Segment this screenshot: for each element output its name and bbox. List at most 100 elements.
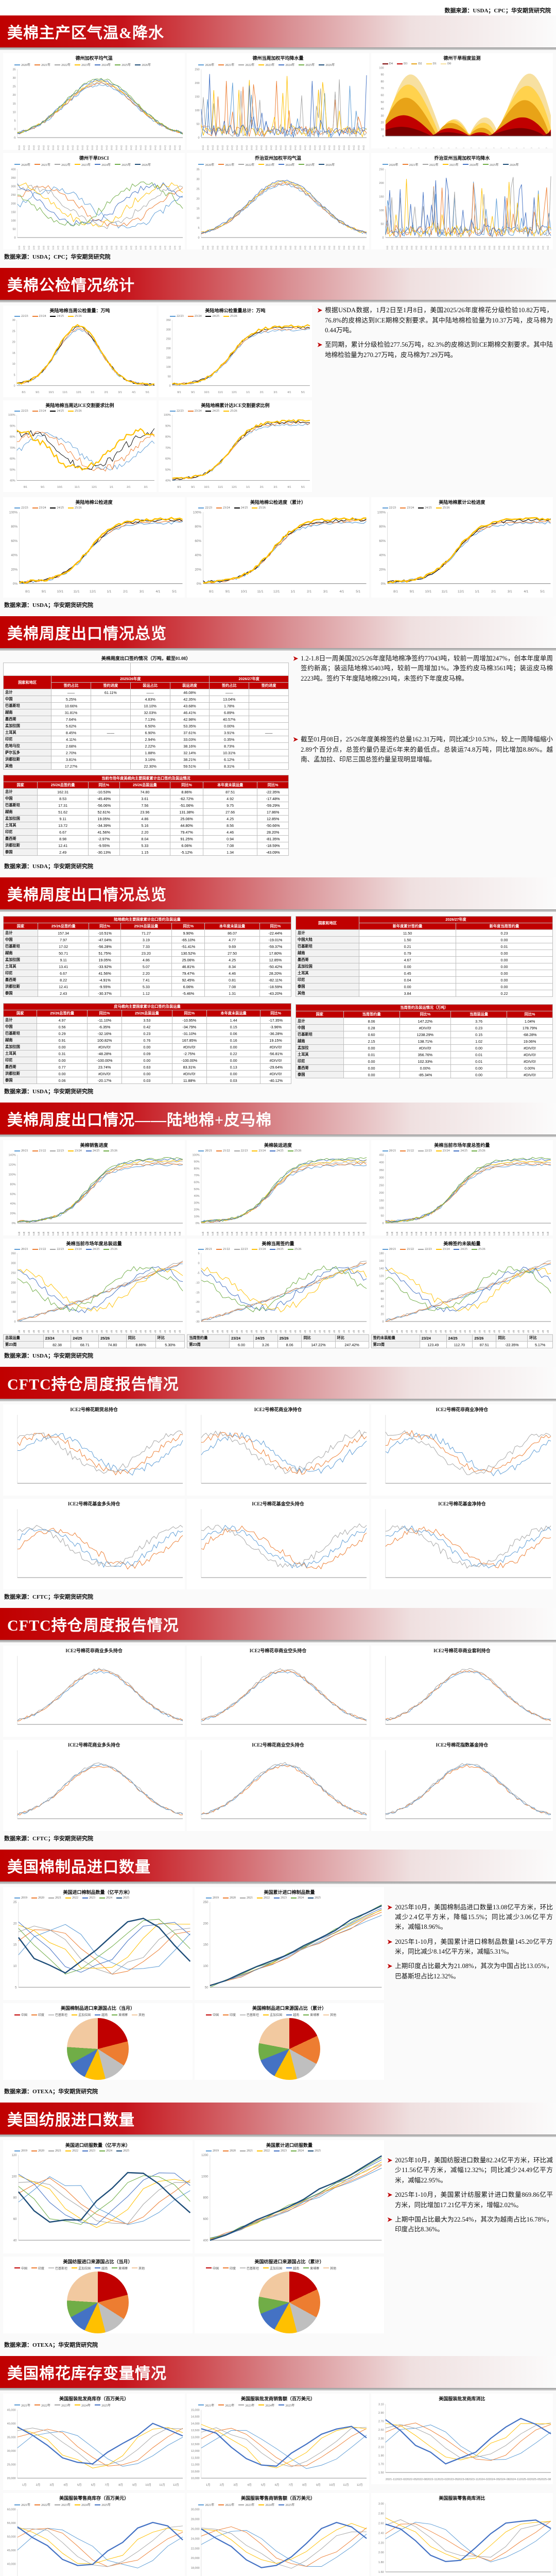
svg-text:2025-05-10: 2025-05-10: [515, 147, 517, 148]
legend-item: 2023年: [75, 62, 91, 67]
section-cftc2: CFTC持仓周度报告情况 ICE2号棉花非商业多头持仓 ICE2号棉花非商业空头…: [0, 1608, 556, 1850]
svg-text:90%: 90%: [194, 1161, 200, 1164]
legend-item: 2023年: [238, 2403, 254, 2408]
svg-text:1月3日: 1月3日: [444, 245, 447, 249]
table-row-label: 总计: [296, 1018, 344, 1025]
section-banner: 美国棉花库存变量情况: [0, 2355, 556, 2388]
chart-title: ICE2号棉花期货总持仓: [70, 1407, 118, 1413]
table-row: 泰国 0.00 -85.34% 0.00 #DIV/0!: [296, 1071, 553, 1078]
legend-item: 25/26: [223, 315, 237, 318]
pie-month: [67, 2271, 129, 2333]
svg-text:5/1: 5/1: [172, 590, 177, 594]
chart-plot: 30 25 20 15 10 5 0 8/1 9/1 10/1 11/1 12/1 1/1 2/1 3/1 4…: [3, 318, 157, 398]
svg-text:12,500: 12,500: [191, 2443, 200, 2446]
table-row-label: 越南: [3, 709, 52, 716]
table-cell: 0.00: [456, 956, 553, 963]
svg-text:第1周: 第1周: [401, 1231, 403, 1235]
chart-plot: [3, 1654, 185, 1737]
chart-svg: 350300250200150100500第1周 第1周 第1周 第1周 第1周 第1周第…: [3, 1250, 185, 1334]
mini-table-cell: 87.51: [472, 1341, 497, 1349]
svg-text:9月: 9月: [316, 2483, 321, 2487]
chart-svg: [371, 1654, 553, 1737]
svg-text:11月: 11月: [343, 2483, 349, 2487]
legend-item: 25/26: [472, 1248, 485, 1251]
svg-text:第1周: 第1周: [144, 1231, 147, 1235]
svg-text:第1周: 第1周: [415, 1330, 418, 1333]
svg-text:2025-05-10: 2025-05-10: [545, 147, 547, 148]
svg-text:-10: -10: [196, 1281, 200, 1284]
svg-text:1月2日: 1月2日: [140, 245, 142, 249]
svg-text:第1周: 第1周: [125, 1231, 127, 1235]
chart-svg: [187, 1748, 369, 1831]
svg-text:1月3日: 1月3日: [270, 245, 272, 249]
svg-text:1月3日: 1月3日: [420, 245, 422, 249]
table-cell: 11.50: [359, 929, 457, 937]
svg-text:第1周: 第1周: [240, 1231, 243, 1235]
table-cell: 0.00: [343, 1044, 400, 1052]
svg-text:第1周: 第1周: [459, 1330, 461, 1333]
legend-item: 越南: [286, 2012, 299, 2017]
svg-text:2/1: 2/1: [491, 590, 496, 594]
table-cell: 0.00: [359, 963, 457, 970]
svg-text:300: 300: [11, 1262, 15, 1265]
table-row-label: 孟加拉国: [295, 963, 360, 970]
legend-item: 孟加拉国: [72, 2266, 91, 2270]
svg-text:1月3日: 1月3日: [536, 245, 539, 249]
table-cell: 0.00: [121, 1043, 172, 1050]
svg-text:1月3日: 1月3日: [459, 245, 461, 249]
legend-item: 20/21: [14, 1149, 28, 1153]
svg-text:2.90: 2.90: [378, 2412, 384, 2415]
legend-item: 印度: [31, 2012, 44, 2017]
svg-text:2025-05-10: 2025-05-10: [432, 147, 435, 148]
svg-text:80%: 80%: [379, 526, 386, 529]
chart: 美陆地棉公检进度 22/23 23/24 24/25 25/26 100% 80% 60%…: [3, 497, 185, 598]
table-header-cell: 本年度未装运量: [204, 923, 260, 930]
table-caption: 美棉周度出口签约情况（万吨，截至01.08）: [101, 656, 191, 661]
table-row-label: 萨尔瓦多: [3, 749, 52, 756]
table-cell: -51.41%: [171, 943, 205, 950]
legend-item: 23/24: [436, 1149, 449, 1153]
table-row-label: 越南: [296, 1038, 344, 1045]
table-cell: 86.07: [204, 929, 260, 937]
table-header-cell: 国家: [3, 923, 38, 930]
chart-plot: 250 200 150 100 50 0 1月3日 1月3日 1月3日 1月3日 1月3日 1月3日 1…: [371, 166, 553, 250]
table-cell: 17.86%: [257, 808, 289, 816]
svg-text:第1周: 第1周: [435, 1330, 437, 1333]
table-cell: 6.06%: [170, 842, 203, 849]
table-header-row: 国家 当周签约量 同比% 当周装运量 同比%: [296, 1011, 553, 1018]
table-cell: 1.31: [204, 990, 260, 997]
svg-text:第1周: 第1周: [115, 1231, 118, 1235]
table-row: 孟加拉国 9.11 19.05% 4.86 25.06% 4.25 12.85%: [3, 956, 292, 963]
mini-table-header: 25/26: [98, 1334, 127, 1342]
chart-plot: 180 160 140 120 100 80 60 40 20 0 第1周 第1周 第1周 第1周 第1周第…: [371, 1250, 553, 1334]
svg-text:10/1: 10/1: [425, 590, 431, 594]
table-row: 越南 2.15 138.71% 1.02 19.06%: [296, 1038, 553, 1045]
chart-title: 美国进口棉制品数量（亿平方米）: [63, 1889, 133, 1895]
svg-text:第1周: 第1周: [120, 1330, 123, 1333]
table-cell: 1.02: [450, 1038, 508, 1045]
mini-table-cell: 82.38: [43, 1341, 72, 1349]
table-cell: 7.64%: [51, 716, 91, 723]
legend-item: 其他: [323, 2266, 336, 2270]
table-title: 当前市场年度美棉向主要国家累计出口签约及装运情况: [3, 775, 289, 782]
svg-text:1月2日: 1月2日: [115, 245, 118, 249]
chart-legend: 中国 印度 巴基斯坦 孟加拉国 越南 柬埔寨 其他: [195, 2265, 384, 2270]
svg-text:10/1: 10/1: [204, 391, 209, 394]
svg-text:2025-05-10: 2025-05-10: [455, 147, 457, 148]
legend-item: 24/25: [205, 410, 219, 413]
svg-text:第1周: 第1周: [309, 1231, 311, 1235]
table-cell: 2.94%: [130, 736, 170, 743]
table-row: 总计 —— 61.11% —— 46.08% ——: [3, 689, 289, 696]
svg-text:1月31日: 1月31日: [260, 145, 263, 149]
table-cell: 74.80: [119, 788, 171, 795]
table-cell: 1.44: [206, 1016, 261, 1024]
section-cftc1: CFTC持仓周度报告情况 ICE2号棉花期货总持仓 ICE2号棉花商业净持仓 I…: [0, 1367, 556, 1608]
legend-item: 2020: [31, 2149, 44, 2153]
svg-text:1月3日: 1月3日: [212, 245, 214, 249]
table-cell: 0.00: [450, 1044, 508, 1052]
svg-text:第1周: 第1周: [395, 1330, 398, 1333]
table-cell: 5.62%: [51, 722, 91, 730]
svg-text:450: 450: [379, 1154, 384, 1157]
svg-text:40%: 40%: [10, 1202, 16, 1206]
bullet-arrow-icon: ➤: [387, 1938, 393, 1945]
